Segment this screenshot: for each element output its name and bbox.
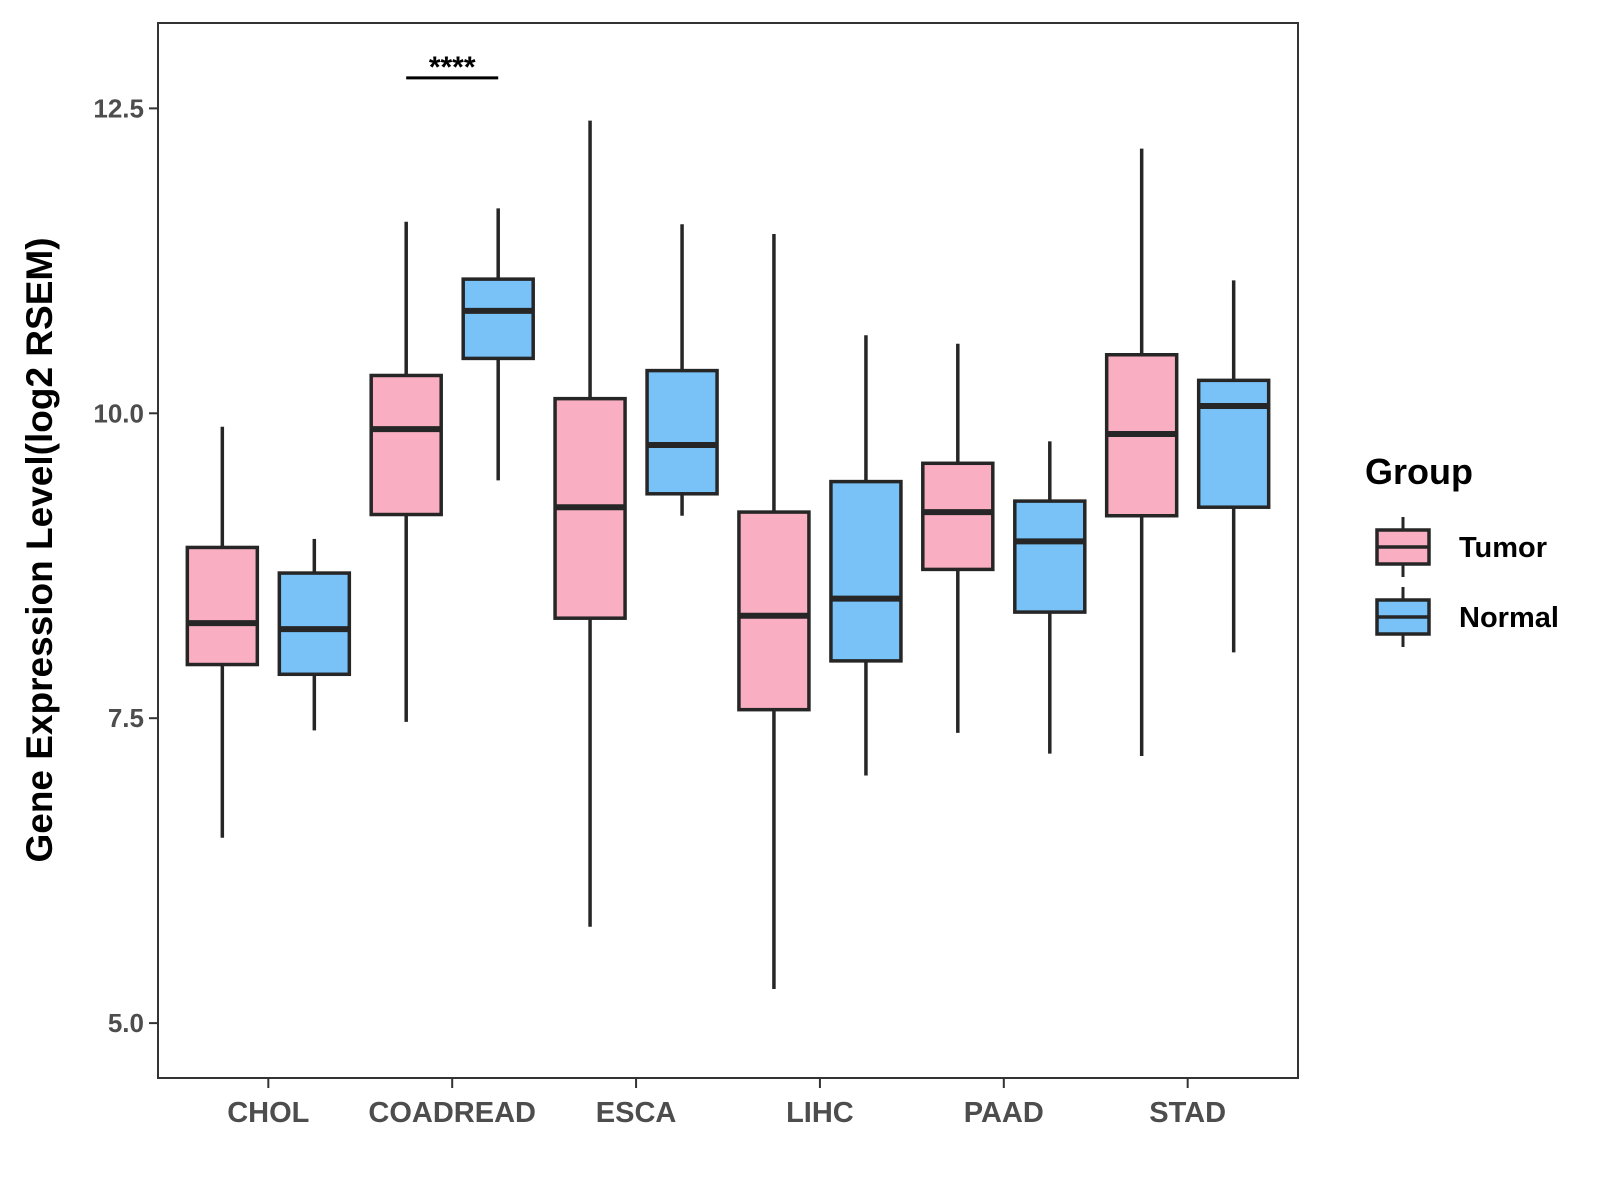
box-tumor-stad xyxy=(1104,148,1179,757)
box-tumor-chol xyxy=(185,426,260,838)
x-tick-label: COADREAD xyxy=(368,1097,536,1129)
box-normal-lihc xyxy=(829,335,903,776)
box-tumor-paad xyxy=(921,343,995,733)
x-axis: CHOL COADREAD ESCA LIHC PAAD STAD xyxy=(227,1078,1226,1129)
x-tick-label: CHOL xyxy=(227,1097,309,1129)
x-tick-label: PAAD xyxy=(964,1097,1044,1129)
box-iqr xyxy=(645,368,719,496)
box-tumor-esca xyxy=(553,120,627,927)
box-normal-esca xyxy=(645,224,719,516)
box-iqr xyxy=(829,479,903,663)
y-axis-title: Gene Expression Level(log2 RSEM) xyxy=(19,237,60,862)
x-tick-label: ESCA xyxy=(596,1097,677,1129)
legend-label: Normal xyxy=(1459,602,1559,634)
boxes-layer xyxy=(185,120,1271,989)
x-tick-label: LIHC xyxy=(786,1097,854,1129)
box-normal-coadread xyxy=(461,208,535,481)
y-tick-label: 10.0 xyxy=(93,398,144,428)
legend-title: Group xyxy=(1365,451,1473,492)
y-tick-label: 5.0 xyxy=(108,1008,144,1038)
box-normal-chol xyxy=(277,538,352,731)
x-tick-label: STAD xyxy=(1149,1097,1226,1129)
annotation-layer: **** xyxy=(406,51,499,84)
significance-label: **** xyxy=(429,51,476,84)
box-iqr xyxy=(1013,499,1087,614)
box-normal-paad xyxy=(1013,441,1087,754)
legend-item-tumor: Tumor xyxy=(1375,517,1547,577)
box-tumor-coadread xyxy=(369,221,443,722)
legend-item-normal: Normal xyxy=(1375,587,1559,647)
y-tick-label: 12.5 xyxy=(93,93,144,123)
legend: Group Tumor Normal xyxy=(1365,451,1559,647)
plot-panel xyxy=(157,22,1299,1079)
box-iqr xyxy=(461,277,535,361)
box-iqr xyxy=(277,571,352,677)
box-iqr xyxy=(1196,378,1271,509)
box-iqr xyxy=(921,461,995,572)
box-normal-stad xyxy=(1196,280,1271,653)
box-iqr xyxy=(369,373,443,517)
box-iqr xyxy=(737,510,811,712)
box-iqr xyxy=(185,545,260,667)
y-tick-label: 7.5 xyxy=(108,703,144,733)
y-axis: 5.0 7.5 10.0 12.5 xyxy=(93,93,158,1038)
box-tumor-lihc xyxy=(737,234,811,989)
legend-label: Tumor xyxy=(1459,532,1547,564)
